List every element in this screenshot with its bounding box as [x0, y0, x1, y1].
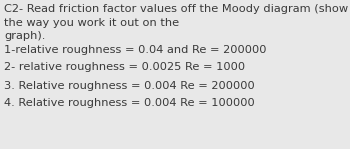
- Text: 1-relative roughness = 0.04 and Re = 200000: 1-relative roughness = 0.04 and Re = 200…: [4, 45, 266, 55]
- Text: C2- Read friction factor values off the Moody diagram (show: C2- Read friction factor values off the …: [4, 4, 348, 14]
- Text: the way you work it out on the: the way you work it out on the: [4, 17, 179, 28]
- Text: 4. Relative roughness = 0.004 Re = 100000: 4. Relative roughness = 0.004 Re = 10000…: [4, 98, 255, 108]
- Text: graph).: graph).: [4, 31, 46, 41]
- Text: 2- relative roughness = 0.0025 Re = 1000: 2- relative roughness = 0.0025 Re = 1000: [4, 62, 245, 73]
- Text: 3. Relative roughness = 0.004 Re = 200000: 3. Relative roughness = 0.004 Re = 20000…: [4, 80, 255, 90]
